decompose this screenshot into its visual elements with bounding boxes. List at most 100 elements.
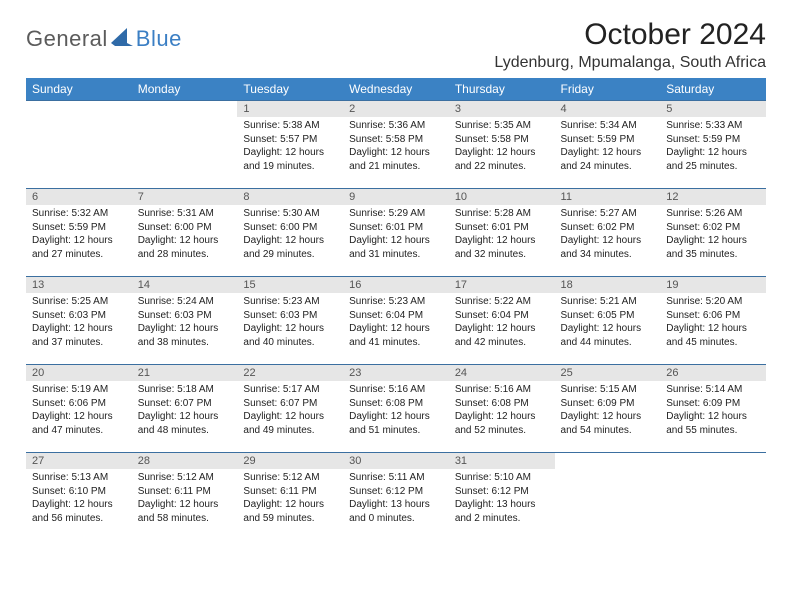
day-sunset: Sunset: 6:09 PM <box>561 397 655 411</box>
day-content: Sunrise: 5:16 AMSunset: 6:08 PMDaylight:… <box>449 381 555 441</box>
day-sunset: Sunset: 5:58 PM <box>349 133 443 147</box>
day-header: Friday <box>555 78 661 101</box>
day-daylight1: Daylight: 12 hours <box>243 146 337 160</box>
calendar-cell <box>26 101 132 189</box>
day-sunrise: Sunrise: 5:23 AM <box>349 295 443 309</box>
day-daylight2: and 19 minutes. <box>243 160 337 174</box>
day-number: 28 <box>132 453 238 469</box>
day-daylight2: and 37 minutes. <box>32 336 126 350</box>
calendar-cell: 14 Sunrise: 5:24 AMSunset: 6:03 PMDayligh… <box>132 277 238 365</box>
day-daylight2: and 55 minutes. <box>666 424 760 438</box>
day-content: Sunrise: 5:26 AMSunset: 6:02 PMDaylight:… <box>660 205 766 265</box>
logo-text-blue: Blue <box>136 26 182 52</box>
day-daylight2: and 21 minutes. <box>349 160 443 174</box>
day-sunrise: Sunrise: 5:18 AM <box>138 383 232 397</box>
day-sunset: Sunset: 6:03 PM <box>32 309 126 323</box>
day-header: Thursday <box>449 78 555 101</box>
day-number: 27 <box>26 453 132 469</box>
day-sunset: Sunset: 5:57 PM <box>243 133 337 147</box>
day-daylight1: Daylight: 12 hours <box>455 322 549 336</box>
calendar-cell: 23Sunrise: 5:16 AMSunset: 6:08 PMDayligh… <box>343 365 449 453</box>
day-sunrise: Sunrise: 5:30 AM <box>243 207 337 221</box>
day-sunrise: Sunrise: 5:26 AM <box>666 207 760 221</box>
day-sunset: Sunset: 6:12 PM <box>349 485 443 499</box>
calendar-cell <box>132 101 238 189</box>
day-number: 11 <box>555 189 661 205</box>
day-daylight2: and 25 minutes. <box>666 160 760 174</box>
day-sunrise: Sunrise: 5:32 AM <box>32 207 126 221</box>
day-number: 15 <box>237 277 343 293</box>
day-daylight1: Daylight: 12 hours <box>243 498 337 512</box>
day-sunrise: Sunrise: 5:10 AM <box>455 471 549 485</box>
title-block: October 2024 Lydenburg, Mpumalanga, Sout… <box>494 18 766 72</box>
day-content: Sunrise: 5:36 AMSunset: 5:58 PMDaylight:… <box>343 117 449 177</box>
day-daylight1: Daylight: 13 hours <box>349 498 443 512</box>
calendar-week: 1Sunrise: 5:38 AMSunset: 5:57 PMDaylight… <box>26 101 766 189</box>
day-daylight1: Daylight: 12 hours <box>243 234 337 248</box>
calendar-cell: 6Sunrise: 5:32 AMSunset: 5:59 PMDaylight… <box>26 189 132 277</box>
day-daylight1: Daylight: 12 hours <box>455 234 549 248</box>
calendar-cell: 30Sunrise: 5:11 AMSunset: 6:12 PMDayligh… <box>343 453 449 541</box>
day-daylight2: and 44 minutes. <box>561 336 655 350</box>
calendar-cell: 2Sunrise: 5:36 AMSunset: 5:58 PMDaylight… <box>343 101 449 189</box>
day-content: Sunrise: 5:25 AMSunset: 6:03 PMDaylight:… <box>26 293 132 353</box>
calendar-cell: 22Sunrise: 5:17 AMSunset: 6:07 PMDayligh… <box>237 365 343 453</box>
calendar-cell: 27Sunrise: 5:13 AMSunset: 6:10 PMDayligh… <box>26 453 132 541</box>
header: General Blue October 2024 Lydenburg, Mpu… <box>26 18 766 72</box>
calendar-cell: 28Sunrise: 5:12 AMSunset: 6:11 PMDayligh… <box>132 453 238 541</box>
day-content: Sunrise: 5:10 AMSunset: 6:12 PMDaylight:… <box>449 469 555 529</box>
day-content: Sunrise: 5:32 AMSunset: 5:59 PMDaylight:… <box>26 205 132 265</box>
calendar-cell: 31Sunrise: 5:10 AMSunset: 6:12 PMDayligh… <box>449 453 555 541</box>
day-daylight1: Daylight: 12 hours <box>243 322 337 336</box>
day-header: Saturday <box>660 78 766 101</box>
day-daylight1: Daylight: 12 hours <box>138 498 232 512</box>
day-sunrise: Sunrise: 5:24 AM <box>138 295 232 309</box>
day-number: 2 <box>343 101 449 117</box>
day-daylight2: and 49 minutes. <box>243 424 337 438</box>
day-number: 29 <box>237 453 343 469</box>
day-sunset: Sunset: 5:58 PM <box>455 133 549 147</box>
day-number: 14 <box>132 277 238 293</box>
day-daylight2: and 42 minutes. <box>455 336 549 350</box>
calendar-cell: 11Sunrise: 5:27 AMSunset: 6:02 PMDayligh… <box>555 189 661 277</box>
day-number: 20 <box>26 365 132 381</box>
day-sunset: Sunset: 6:07 PM <box>243 397 337 411</box>
day-daylight1: Daylight: 12 hours <box>561 322 655 336</box>
day-daylight1: Daylight: 12 hours <box>349 146 443 160</box>
day-sunrise: Sunrise: 5:35 AM <box>455 119 549 133</box>
day-number: 8 <box>237 189 343 205</box>
day-sunset: Sunset: 6:00 PM <box>138 221 232 235</box>
day-sunset: Sunset: 6:05 PM <box>561 309 655 323</box>
calendar-cell: 18Sunrise: 5:21 AMSunset: 6:05 PMDayligh… <box>555 277 661 365</box>
day-sunrise: Sunrise: 5:20 AM <box>666 295 760 309</box>
day-content: Sunrise: 5:20 AMSunset: 6:06 PMDaylight:… <box>660 293 766 353</box>
day-number: 19 <box>660 277 766 293</box>
day-sunrise: Sunrise: 5:16 AM <box>349 383 443 397</box>
day-sunset: Sunset: 6:01 PM <box>455 221 549 235</box>
day-content: Sunrise: 5:22 AMSunset: 6:04 PMDaylight:… <box>449 293 555 353</box>
day-content: Sunrise: 5:21 AMSunset: 6:05 PMDaylight:… <box>555 293 661 353</box>
calendar-cell: 8Sunrise: 5:30 AMSunset: 6:00 PMDaylight… <box>237 189 343 277</box>
day-number: 24 <box>449 365 555 381</box>
day-sunrise: Sunrise: 5:33 AM <box>666 119 760 133</box>
day-daylight2: and 27 minutes. <box>32 248 126 262</box>
day-daylight2: and 52 minutes. <box>455 424 549 438</box>
day-number: 30 <box>343 453 449 469</box>
day-number: 18 <box>555 277 661 293</box>
day-content: Sunrise: 5:11 AMSunset: 6:12 PMDaylight:… <box>343 469 449 529</box>
day-sunrise: Sunrise: 5:28 AM <box>455 207 549 221</box>
day-sunset: Sunset: 6:03 PM <box>138 309 232 323</box>
day-sunset: Sunset: 6:04 PM <box>349 309 443 323</box>
day-content: Sunrise: 5:17 AMSunset: 6:07 PMDaylight:… <box>237 381 343 441</box>
day-number: 9 <box>343 189 449 205</box>
day-sunset: Sunset: 6:11 PM <box>243 485 337 499</box>
day-daylight2: and 59 minutes. <box>243 512 337 526</box>
day-daylight1: Daylight: 12 hours <box>138 322 232 336</box>
day-daylight1: Daylight: 12 hours <box>561 410 655 424</box>
calendar-cell: 29Sunrise: 5:12 AMSunset: 6:11 PMDayligh… <box>237 453 343 541</box>
day-daylight2: and 2 minutes. <box>455 512 549 526</box>
day-sunrise: Sunrise: 5:13 AM <box>32 471 126 485</box>
day-number: 17 <box>449 277 555 293</box>
day-sunset: Sunset: 6:11 PM <box>138 485 232 499</box>
day-content: Sunrise: 5:18 AMSunset: 6:07 PMDaylight:… <box>132 381 238 441</box>
